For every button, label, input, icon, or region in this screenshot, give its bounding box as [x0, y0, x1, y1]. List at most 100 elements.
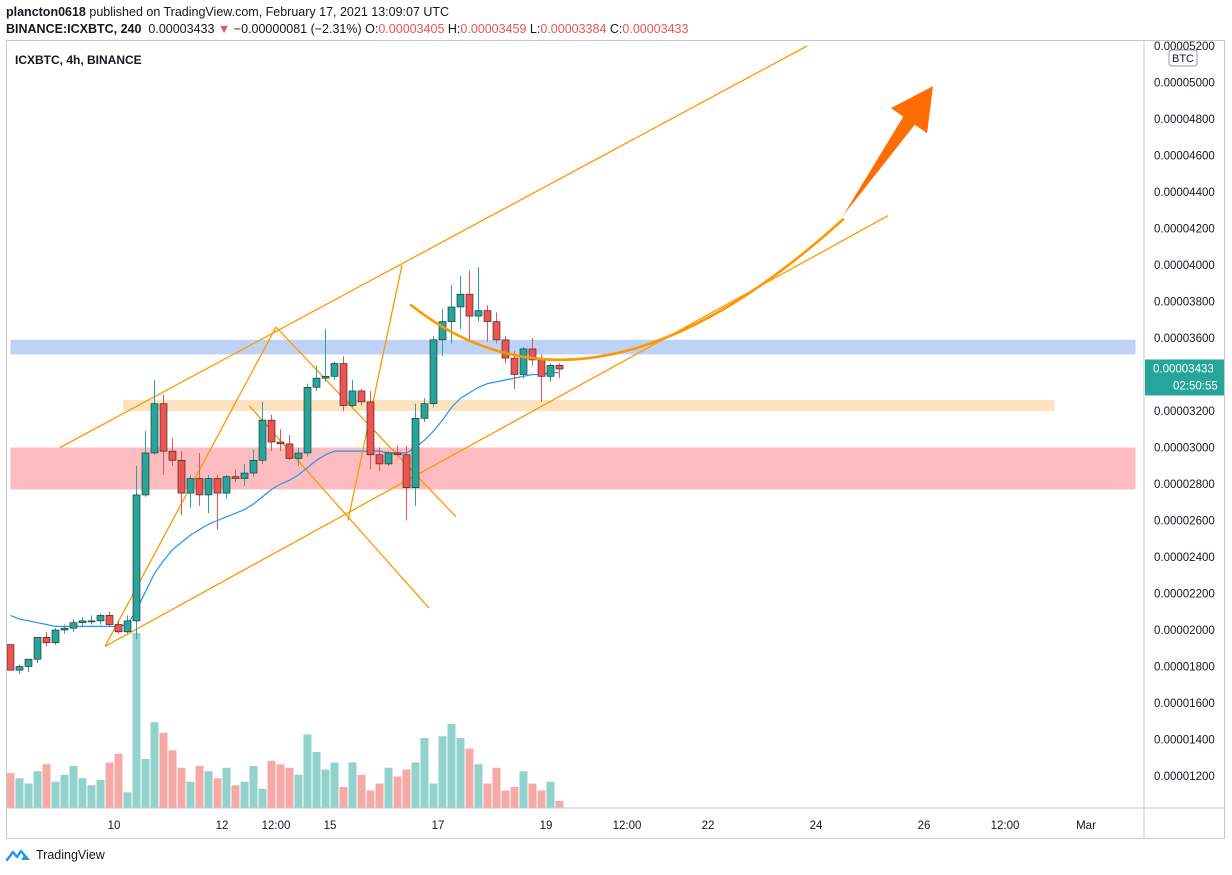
volume-bar [195, 766, 204, 808]
candle-body [123, 620, 132, 633]
high-value: 0.00003459 [460, 22, 527, 36]
volume-bar [429, 783, 438, 808]
close-value: 0.00003433 [622, 22, 689, 36]
volume-bar [519, 771, 528, 808]
candle-body [429, 339, 438, 405]
volume-bar [114, 753, 123, 808]
candle-body [96, 615, 105, 622]
volume-bar [51, 781, 60, 808]
published-text: published on TradingView.com, February 1… [89, 5, 450, 19]
candle-body [60, 627, 69, 631]
last-price: 0.00003433 [148, 22, 215, 36]
candle [348, 379, 357, 408]
candle-body [258, 419, 267, 461]
candle-body [222, 476, 231, 494]
volume-bar [402, 769, 411, 808]
candle [42, 631, 51, 647]
y-tick-label: 0.00003600 [1154, 333, 1215, 345]
candle-body [240, 472, 249, 479]
volume-bar [321, 769, 330, 808]
candle [321, 328, 330, 382]
y-tick-label: 0.00004000 [1154, 260, 1215, 272]
candle-body [483, 310, 492, 322]
candle [456, 275, 465, 329]
volume-bar [303, 734, 312, 808]
candle [114, 620, 123, 634]
volume-bar [213, 778, 222, 808]
volume-bar [150, 722, 159, 808]
volume-bar [339, 787, 348, 808]
candle [402, 445, 411, 521]
candle-body [186, 478, 195, 494]
candle-body [249, 459, 258, 474]
volume-bar [411, 762, 420, 808]
volume-bar [15, 778, 24, 808]
publish-info: plancton0618 published on TradingView.co… [6, 5, 449, 19]
candle [447, 285, 456, 344]
candle-body [510, 357, 519, 375]
candle [7, 644, 15, 671]
current-price-label: 0.00003433 [1153, 363, 1214, 375]
volume-bar [7, 773, 15, 808]
candle-body [141, 452, 150, 496]
candle-body [492, 321, 501, 341]
volume-bar [78, 778, 87, 808]
y-tick-label: 0.00004200 [1154, 224, 1215, 236]
open-value: 0.00003405 [378, 22, 445, 36]
candle-body [339, 363, 348, 406]
high-label: H: [447, 22, 461, 36]
zone-blue-resistance [10, 339, 1136, 355]
candle [204, 474, 213, 514]
y-tick-label: 0.00003800 [1154, 297, 1215, 309]
x-tick-label: 19 [540, 820, 553, 832]
y-tick-label: 0.00001200 [1154, 771, 1215, 783]
candle-body [276, 441, 285, 445]
volume-bar [492, 767, 501, 808]
open-label: O: [365, 22, 379, 36]
candle-body [402, 454, 411, 488]
y-tick-label: 0.00002200 [1154, 589, 1215, 601]
candle-body [159, 403, 168, 452]
volume-bar [294, 774, 303, 808]
candle [249, 449, 258, 477]
bullish-arrow-icon [843, 86, 933, 216]
candle-body [465, 293, 474, 317]
candle [87, 615, 96, 625]
volume-bar [69, 766, 78, 808]
volume-bar [276, 764, 285, 808]
candle [375, 447, 384, 472]
candle [384, 451, 393, 466]
candle [528, 338, 537, 366]
candle [411, 403, 420, 506]
author-name[interactable]: plancton0618 [6, 5, 86, 19]
candle-body [114, 624, 123, 633]
tradingview-brand[interactable]: TradingView [6, 848, 105, 862]
candle-body [132, 494, 141, 622]
volume-bar [366, 790, 375, 808]
trendline [275, 326, 457, 518]
volume-bar [285, 767, 294, 808]
y-tick-label: 0.00001600 [1154, 698, 1215, 710]
candle-body [330, 363, 339, 377]
chart-frame [6, 40, 1225, 839]
candle-body [213, 478, 222, 494]
candle-body [447, 306, 456, 322]
candle-body [105, 615, 114, 625]
candle [330, 361, 339, 380]
candle [501, 336, 510, 364]
volume-bar [222, 767, 231, 808]
y-tick-label: 0.00001800 [1154, 662, 1215, 674]
candle [51, 628, 60, 645]
candle [105, 611, 114, 627]
candle-body [294, 452, 303, 459]
volume-bar [312, 752, 321, 808]
candle [33, 636, 42, 663]
volume-bar [87, 785, 96, 808]
close-label: C: [609, 22, 623, 36]
candle [123, 615, 132, 634]
candle-body [555, 365, 564, 370]
y-tick-label: 0.00001400 [1154, 735, 1215, 747]
candle [231, 469, 240, 483]
volume-bar [501, 790, 510, 808]
